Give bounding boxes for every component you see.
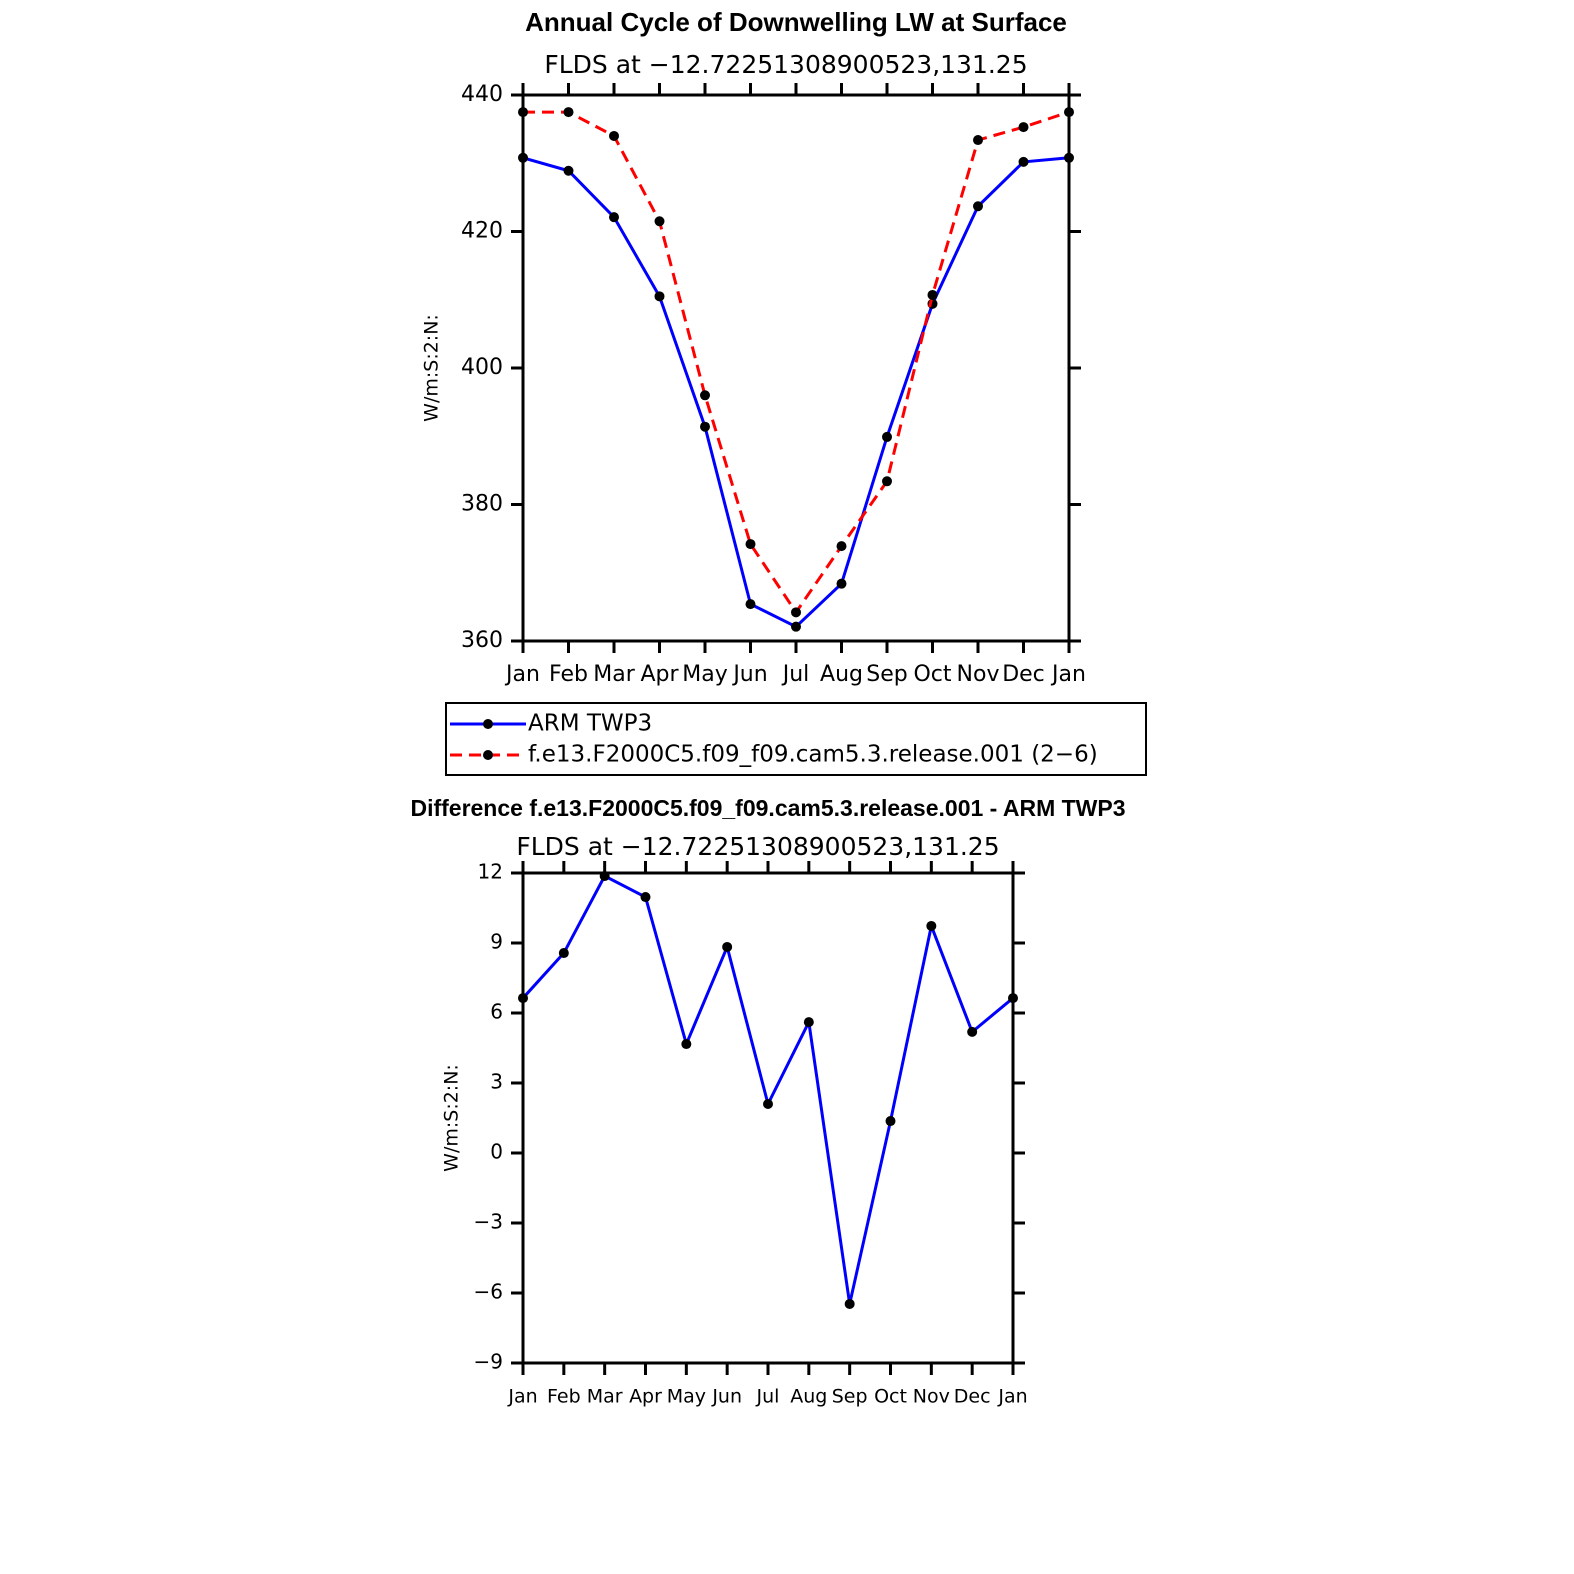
legend-marker <box>483 719 493 729</box>
data-point <box>558 948 569 959</box>
y-tick-label: 360 <box>461 628 503 653</box>
data-point <box>599 871 610 882</box>
x-tick-label: Dec <box>1002 662 1045 687</box>
x-tick-label: Aug <box>790 1386 827 1408</box>
x-tick-label: Oct <box>913 662 951 687</box>
y-axis-label: W/m:S:2:N: <box>421 314 443 422</box>
x-tick-label: Sep <box>832 1386 868 1408</box>
x-tick-label: Jun <box>711 1386 742 1408</box>
data-point <box>1018 122 1029 133</box>
data-point <box>1008 993 1018 1004</box>
x-tick-label: Apr <box>640 662 679 687</box>
data-point <box>1064 107 1074 118</box>
data-point <box>563 165 574 176</box>
x-tick-label: Feb <box>549 662 588 687</box>
x-tick-label: Jan <box>504 662 540 687</box>
data-point <box>1018 156 1029 167</box>
data-point <box>836 541 847 552</box>
data-point <box>722 941 733 952</box>
data-point <box>518 152 528 163</box>
y-tick-label: 440 <box>461 82 503 107</box>
data-point <box>882 476 892 487</box>
legend-label: ARM TWP3 <box>528 711 652 737</box>
x-tick-label: May <box>682 662 727 687</box>
x-tick-label: Apr <box>629 1386 662 1408</box>
data-point <box>654 291 665 302</box>
y-tick-label: 380 <box>461 492 503 517</box>
x-tick-label: Jan <box>997 1386 1027 1408</box>
data-point <box>882 431 892 442</box>
y-tick-label: 0 <box>490 1140 503 1164</box>
chart-subtitle: FLDS at −12.72251308900523,131.25 <box>516 832 999 861</box>
data-point <box>803 1017 814 1028</box>
data-point <box>745 539 756 550</box>
x-tick-label: Jul <box>781 662 810 687</box>
data-point <box>654 216 665 227</box>
x-tick-label: Mar <box>593 662 635 687</box>
data-point <box>973 135 983 146</box>
x-tick-label: May <box>667 1386 706 1408</box>
y-tick-label: 6 <box>490 1000 503 1024</box>
chart-subtitle: FLDS at −12.72251308900523,131.25 <box>544 50 1027 79</box>
data-point <box>844 1298 855 1309</box>
x-tick-label: Feb <box>547 1386 581 1408</box>
x-tick-label: Oct <box>874 1386 907 1408</box>
x-tick-label: Sep <box>866 662 907 687</box>
y-tick-label: 420 <box>461 219 503 244</box>
x-tick-label: Nov <box>913 1386 950 1408</box>
y-tick-label: −6 <box>474 1280 503 1304</box>
data-point <box>700 390 710 401</box>
data-point <box>927 289 938 300</box>
y-tick-label: 9 <box>490 930 503 954</box>
y-axis-label: W/m:S:2:N: <box>441 1064 463 1172</box>
x-tick-label: Dec <box>954 1386 991 1408</box>
data-point <box>518 107 528 118</box>
x-tick-label: Jun <box>731 662 767 687</box>
data-point <box>926 920 937 931</box>
legend-label: f.e13.F2000C5.f09_f09.cam5.3.release.001… <box>528 742 1098 768</box>
y-tick-label: −3 <box>474 1210 503 1234</box>
data-point <box>791 621 801 632</box>
data-point <box>1064 152 1074 163</box>
data-point <box>836 578 847 589</box>
y-tick-label: −9 <box>474 1350 503 1374</box>
legend-marker <box>483 750 493 760</box>
x-tick-label: Jan <box>507 1386 537 1408</box>
data-point <box>763 1099 773 1109</box>
data-point <box>609 130 619 141</box>
data-point <box>700 421 710 432</box>
x-tick-label: Jul <box>756 1386 780 1408</box>
data-point <box>563 107 574 118</box>
data-point <box>518 993 528 1004</box>
data-point <box>885 1116 896 1127</box>
data-point <box>745 599 756 610</box>
data-point <box>973 201 983 212</box>
y-tick-label: 12 <box>478 860 503 884</box>
data-point <box>609 212 619 223</box>
data-point <box>791 607 801 618</box>
data-point <box>640 892 651 903</box>
chart-title: Annual Cycle of Downwelling LW at Surfac… <box>525 7 1067 37</box>
y-tick-label: 3 <box>490 1070 503 1094</box>
data-point <box>681 1039 692 1050</box>
x-tick-label: Nov <box>957 662 1000 687</box>
y-tick-label: 400 <box>461 355 503 380</box>
x-tick-label: Mar <box>587 1386 623 1408</box>
x-tick-label: Aug <box>820 662 863 687</box>
x-tick-label: Jan <box>1050 662 1086 687</box>
data-point <box>967 1026 978 1037</box>
chart-title: Difference f.e13.F2000C5.f09_f09.cam5.3.… <box>410 795 1125 821</box>
legend-box <box>445 702 1147 776</box>
